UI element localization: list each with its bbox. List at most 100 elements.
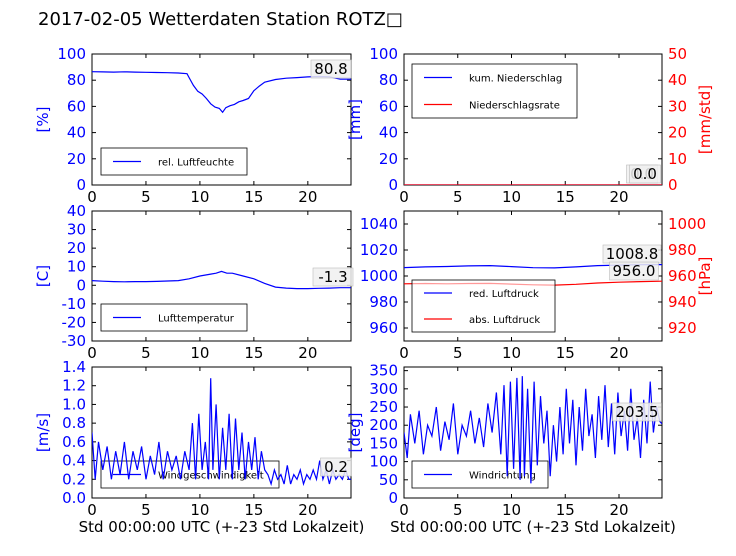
y-tick-label: 10 bbox=[67, 258, 86, 276]
y-tick-label: 300 bbox=[369, 380, 398, 398]
y-tick-label: 200 bbox=[369, 416, 398, 434]
x-tick-label: 5 bbox=[453, 344, 463, 362]
y2-tick-label: 980 bbox=[668, 241, 697, 259]
y-axis-label: [mm] bbox=[346, 99, 364, 140]
legend-label: Windgeschwindigkeit bbox=[158, 471, 264, 482]
legend-frame bbox=[100, 303, 248, 332]
y-tick-label: 40 bbox=[67, 124, 86, 142]
y2-tick-label: 30 bbox=[668, 97, 687, 115]
x-tick-label: 5 bbox=[453, 501, 463, 519]
y-tick-label: 0.0 bbox=[62, 489, 86, 507]
x-tick-label: 15 bbox=[556, 188, 575, 206]
value-annotation: -1.3 bbox=[318, 268, 347, 286]
value-annotation-box bbox=[609, 261, 659, 281]
legend: Lufttemperatur bbox=[100, 303, 248, 332]
y-tick-label: 0.6 bbox=[62, 433, 86, 451]
x-tick-label: 20 bbox=[298, 188, 317, 206]
y-tick-label: 0 bbox=[388, 176, 398, 194]
y2-axis-label: [hPa] bbox=[696, 257, 714, 296]
x-tick-label: 5 bbox=[141, 188, 151, 206]
value-annotation-box bbox=[320, 457, 352, 477]
y-tick-label: 0.8 bbox=[62, 414, 86, 432]
y-tick-label: 20 bbox=[67, 239, 86, 257]
y-tick-label: -10 bbox=[62, 295, 87, 313]
y2-tick-label: 960 bbox=[668, 267, 697, 285]
y-tick-label: 40 bbox=[379, 124, 398, 142]
y-tick-label: 30 bbox=[67, 221, 86, 239]
y-axis-label: [C] bbox=[34, 265, 52, 287]
x-tick-label: 10 bbox=[190, 344, 209, 362]
legend-frame bbox=[100, 147, 248, 176]
y2-tick-label: 0 bbox=[668, 176, 678, 194]
x-tick-label: 0 bbox=[399, 188, 409, 206]
x-tick-label: 20 bbox=[298, 344, 317, 362]
value-annotation: 80.8 bbox=[314, 60, 347, 78]
legend: kum. Niederschlag Niederschlagsrate bbox=[411, 63, 578, 119]
y2-axis-label: [mm/std] bbox=[696, 85, 714, 154]
y2-tick-label: 20 bbox=[668, 124, 687, 142]
y-axis-label: [%] bbox=[34, 107, 52, 133]
x-tick-label: 20 bbox=[609, 344, 628, 362]
y2-tick-label: 1000 bbox=[668, 215, 706, 233]
value-annotation-box bbox=[310, 59, 352, 79]
x-tick-label: 15 bbox=[556, 501, 575, 519]
value-annotation: 0.2 bbox=[324, 458, 348, 476]
x-tick-label: 0 bbox=[87, 501, 97, 519]
x-tick-label: 10 bbox=[502, 344, 521, 362]
panel-precipitation: 0 5 10 15 20 0 20 40 60 80 100 0 10 20 30 40 50 [mm] [mm/s… bbox=[346, 45, 714, 206]
y-tick-label: 40 bbox=[67, 202, 86, 220]
x-tick-label: 20 bbox=[298, 501, 317, 519]
y-tick-label: 980 bbox=[369, 293, 398, 311]
y-tick-label: 1000 bbox=[360, 267, 398, 285]
y-tick-label: 0.2 bbox=[62, 470, 86, 488]
y-tick-label: 80 bbox=[67, 71, 86, 89]
y-tick-label: -30 bbox=[62, 332, 87, 350]
legend: red. Luftdruck abs. Luftdruck bbox=[411, 279, 556, 333]
x-tick-label: 0 bbox=[399, 501, 409, 519]
x-tick-label: 20 bbox=[609, 501, 628, 519]
y-tick-label: 250 bbox=[369, 398, 398, 416]
y-tick-label: 960 bbox=[369, 319, 398, 337]
y-tick-label: 50 bbox=[379, 471, 398, 489]
x-tick-label: 15 bbox=[244, 344, 263, 362]
x-tick-label: 5 bbox=[141, 501, 151, 519]
y2-tick-label: 40 bbox=[668, 71, 687, 89]
y-tick-label: -20 bbox=[62, 313, 87, 331]
x-tick-label: 15 bbox=[556, 344, 575, 362]
y-tick-label: 100 bbox=[57, 45, 86, 63]
y-tick-label: 0 bbox=[76, 276, 86, 294]
y-tick-label: 60 bbox=[379, 97, 398, 115]
x-tick-label: 0 bbox=[399, 344, 409, 362]
legend-frame bbox=[411, 63, 578, 119]
y-tick-label: 0 bbox=[388, 489, 398, 507]
y2-tick-label: 10 bbox=[668, 150, 687, 168]
legend: Windrichtung bbox=[411, 460, 549, 489]
value-annotation-box bbox=[612, 402, 662, 422]
x-tick-label: 5 bbox=[453, 188, 463, 206]
y-tick-label: 100 bbox=[369, 45, 398, 63]
value-annotation: 1008.8 bbox=[606, 245, 659, 263]
legend-label: rel. Luftfeuchte bbox=[158, 158, 234, 169]
y-tick-label: 350 bbox=[369, 362, 398, 380]
panel-windspeed: 0 5 10 15 200.00.20.40.60.81.01.21.4[m/s]Std… bbox=[34, 358, 364, 536]
x-tick-label: 10 bbox=[502, 188, 521, 206]
y-tick-label: 80 bbox=[379, 71, 398, 89]
legend-label: Windrichtung bbox=[469, 471, 536, 482]
value-annotation: 956.0 bbox=[613, 262, 656, 280]
y2-tick-label: 920 bbox=[668, 319, 697, 337]
legend-label: Niederschlagsrate bbox=[469, 101, 560, 112]
value-annotation: 0.0 bbox=[633, 165, 657, 183]
legend: rel. Luftfeuchte bbox=[100, 147, 248, 176]
y-tick-label: 1.4 bbox=[62, 358, 86, 376]
y-tick-label: 0 bbox=[76, 176, 86, 194]
y-tick-label: 1.2 bbox=[62, 377, 86, 395]
x-axis-label: Std 00:00:00 UTC (+-23 Std Lokalzeit) bbox=[390, 518, 676, 536]
panel-humidity: 0 5 10 15 20 0 20 40 60 80 100 [%] rel. Luftfeuchte 8… bbox=[34, 45, 352, 206]
x-tick-label: 5 bbox=[141, 344, 151, 362]
y-tick-label: 20 bbox=[379, 150, 398, 168]
legend-label: abs. Luftdruck bbox=[469, 315, 540, 326]
y-tick-label: 0.4 bbox=[62, 452, 86, 470]
